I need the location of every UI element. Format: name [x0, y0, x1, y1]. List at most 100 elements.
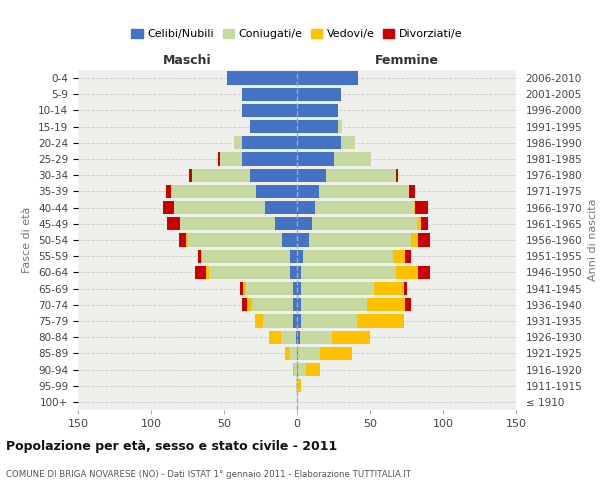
Bar [286, 346, 290, 360]
Bar [242, 136, 297, 149]
Bar [297, 379, 298, 392]
Bar [265, 201, 297, 214]
Bar [297, 250, 303, 263]
Bar [297, 298, 301, 312]
Bar [301, 282, 374, 295]
Bar [200, 250, 202, 263]
Bar [242, 152, 297, 166]
Bar [357, 314, 404, 328]
Bar [242, 104, 297, 117]
Bar [338, 120, 342, 134]
Bar [202, 250, 290, 263]
Bar [405, 250, 411, 263]
Bar [415, 201, 428, 214]
Bar [198, 250, 200, 263]
Bar [303, 250, 394, 263]
Bar [297, 120, 338, 134]
Bar [301, 314, 357, 328]
Bar [319, 185, 409, 198]
Bar [192, 168, 250, 182]
Bar [281, 330, 296, 344]
Bar [394, 250, 405, 263]
Bar [290, 250, 297, 263]
Bar [396, 266, 418, 279]
Bar [186, 234, 188, 246]
Bar [293, 282, 297, 295]
Bar [311, 217, 417, 230]
Bar [374, 282, 404, 295]
Text: Popolazione per età, sesso e stato civile - 2011: Popolazione per età, sesso e stato civil… [6, 440, 337, 453]
Bar [290, 346, 297, 360]
Bar [297, 346, 298, 360]
Bar [418, 266, 430, 279]
Bar [209, 266, 290, 279]
Bar [341, 136, 355, 149]
Bar [297, 152, 334, 166]
Bar [189, 168, 192, 182]
Bar [404, 282, 407, 295]
Bar [300, 330, 332, 344]
Bar [180, 217, 275, 230]
Bar [294, 363, 297, 376]
Bar [242, 298, 247, 312]
Y-axis label: Anni di nascita: Anni di nascita [588, 198, 598, 281]
Bar [293, 298, 297, 312]
Bar [254, 314, 263, 328]
Bar [297, 72, 358, 85]
Bar [297, 234, 308, 246]
Bar [297, 314, 301, 328]
Bar [297, 396, 298, 408]
Bar [256, 185, 297, 198]
Bar [297, 217, 311, 230]
Bar [334, 152, 371, 166]
Bar [167, 217, 180, 230]
Bar [297, 282, 301, 295]
Text: COMUNE DI BRIGA NOVARESE (NO) - Dati ISTAT 1° gennaio 2011 - Elaborazione TUTTIT: COMUNE DI BRIGA NOVARESE (NO) - Dati IST… [6, 470, 411, 479]
Legend: Celibi/Nubili, Coniugati/e, Vedovi/e, Divorziati/e: Celibi/Nubili, Coniugati/e, Vedovi/e, Di… [127, 24, 467, 44]
Bar [297, 363, 298, 376]
Bar [301, 298, 367, 312]
Bar [296, 330, 297, 344]
Bar [242, 88, 297, 101]
Bar [301, 266, 396, 279]
Bar [297, 88, 341, 101]
Bar [320, 346, 352, 360]
Bar [297, 136, 341, 149]
Bar [246, 282, 293, 295]
Bar [297, 104, 338, 117]
Text: Femmine: Femmine [374, 54, 439, 68]
Bar [411, 234, 418, 246]
Bar [240, 282, 243, 295]
Bar [297, 330, 300, 344]
Bar [175, 201, 265, 214]
Bar [220, 152, 242, 166]
Bar [166, 185, 172, 198]
Bar [418, 234, 430, 246]
Bar [227, 72, 297, 85]
Bar [396, 168, 398, 182]
Bar [283, 234, 297, 246]
Bar [234, 136, 242, 149]
Bar [263, 314, 293, 328]
Bar [250, 120, 297, 134]
Bar [179, 234, 186, 246]
Bar [298, 379, 301, 392]
Y-axis label: Fasce di età: Fasce di età [22, 207, 32, 273]
Bar [405, 298, 411, 312]
Bar [326, 168, 396, 182]
Bar [409, 185, 415, 198]
Bar [332, 330, 370, 344]
Bar [218, 152, 220, 166]
Bar [293, 314, 297, 328]
Bar [163, 201, 175, 214]
Bar [417, 217, 421, 230]
Bar [296, 379, 297, 392]
Bar [421, 217, 428, 230]
Bar [195, 266, 206, 279]
Bar [306, 363, 320, 376]
Bar [297, 185, 319, 198]
Bar [275, 217, 297, 230]
Bar [269, 330, 281, 344]
Bar [187, 234, 283, 246]
Bar [293, 363, 294, 376]
